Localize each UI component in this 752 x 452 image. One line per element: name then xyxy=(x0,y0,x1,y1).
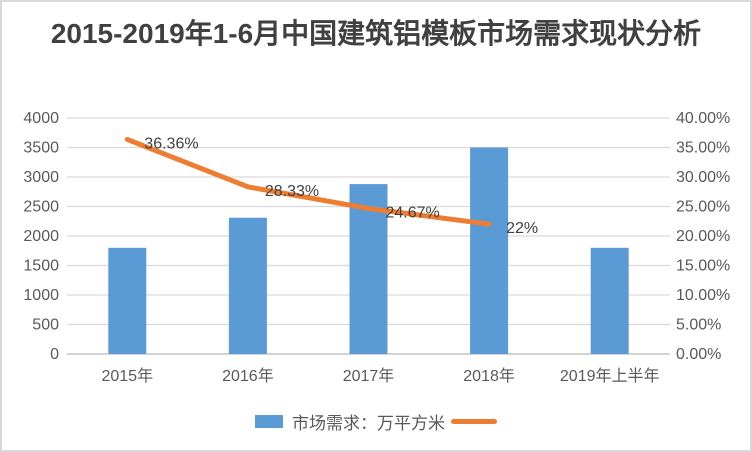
chart-plot-area: 0 0.00% 500 5.00% 1000 10.00% 1500 15.00% 2000 20… xyxy=(23,110,730,385)
left-axis-tick: 500 xyxy=(32,317,59,334)
right-axis-tick: 25.00% xyxy=(676,199,730,216)
left-axis-tick: 3500 xyxy=(23,140,59,157)
left-axis-tick: 1500 xyxy=(23,258,59,275)
right-axis-tick: 10.00% xyxy=(676,287,730,304)
left-axis-tick: 3000 xyxy=(23,169,59,186)
x-axis-label: 2017年 xyxy=(343,367,395,385)
left-axis-tick: 4000 xyxy=(23,110,59,127)
x-axis-label: 2019年上半年 xyxy=(560,367,660,385)
legend-bar-swatch xyxy=(255,415,283,428)
right-axis-tick: 5.00% xyxy=(676,317,721,334)
right-axis-tick: 15.00% xyxy=(676,258,730,275)
right-axis-tick: 0.00% xyxy=(676,346,721,363)
legend: 市场需求：万平方米 xyxy=(2,409,750,434)
right-axis-tick: 40.00% xyxy=(676,110,730,127)
legend-line-swatch xyxy=(451,419,497,424)
line-data-label: 22% xyxy=(506,220,538,237)
line-data-label: 28.33% xyxy=(265,183,319,200)
left-axis-tick: 2500 xyxy=(23,199,59,216)
right-axis-tick: 20.00% xyxy=(676,228,730,245)
bar-2019年上半年 xyxy=(590,247,629,354)
right-axis-tick: 35.00% xyxy=(676,140,730,157)
chart-title: 2015-2019年1-6月中国建筑铝模板市场需求现状分析 xyxy=(50,18,702,49)
bar-2016年 xyxy=(228,217,267,354)
bar-2018年 xyxy=(470,147,509,354)
growth-rate-line xyxy=(124,136,492,227)
right-axis-tick: 30.00% xyxy=(676,169,730,186)
x-axis-label: 2015年 xyxy=(101,367,153,385)
left-axis-tick: 1000 xyxy=(23,287,59,304)
x-axis-label: 2016年 xyxy=(222,367,274,385)
left-axis-tick: 2000 xyxy=(23,228,59,245)
bar-2015年 xyxy=(108,247,147,354)
x-axis-label: 2018年 xyxy=(463,367,515,385)
left-axis-tick: 0 xyxy=(50,346,59,363)
line-data-label: 36.36% xyxy=(144,135,198,152)
legend-bar-label: 市场需求：万平方米 xyxy=(292,414,445,433)
line-data-label: 24.67% xyxy=(386,204,440,221)
